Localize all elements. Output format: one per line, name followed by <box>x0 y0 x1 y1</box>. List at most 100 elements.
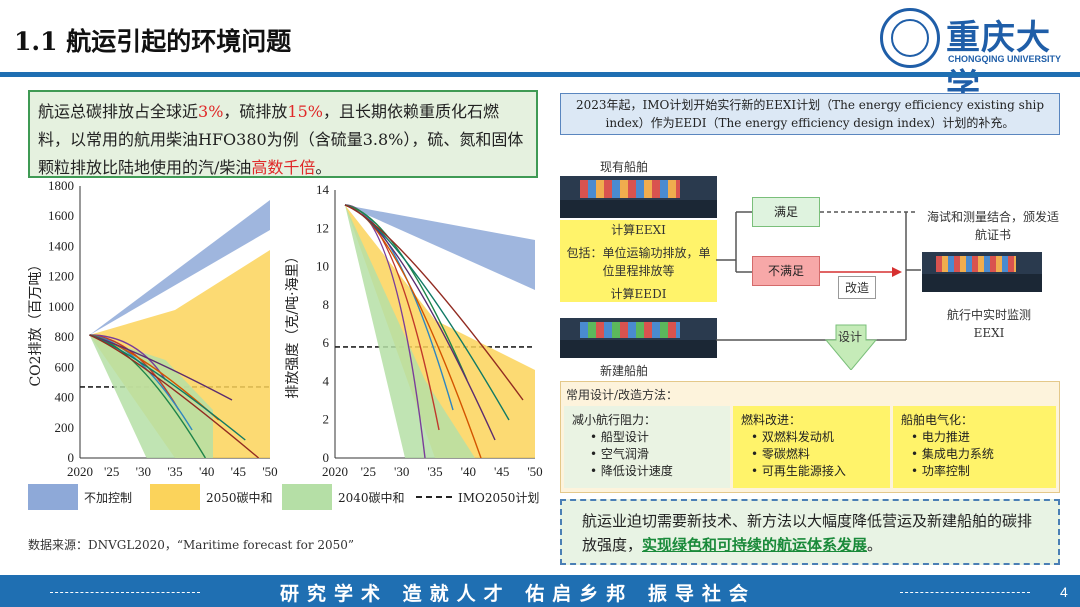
calc-eedi: 计算EEDI <box>610 287 667 301</box>
methods-title: 常用设计/改造方法： <box>566 388 679 402</box>
x-tick-label: 2020 <box>322 464 348 479</box>
y-tick-label: 8 <box>323 297 330 312</box>
newbuild-ship-label: 新建船舶 <box>600 364 649 378</box>
methods-item: 可再生能源接入 <box>761 464 846 478</box>
conclusion-box: 航运业迫切需要新技术、新方法以大幅度降低营运及新建船舶的碳排放强度，实现绿色和可… <box>560 499 1060 565</box>
y-axis-label: CO2排放（百万吨） <box>28 257 44 386</box>
x-tick-label: '50 <box>527 464 542 479</box>
y-tick-label: 14 <box>316 182 330 197</box>
footer-motto: 研究学术 造就人才 佑启乡邦 振导社会 <box>280 583 756 605</box>
co2-emission-chart: 0 200 400 600 800 1000 1200 1400 1600 1800 2020 '25… <box>28 180 278 479</box>
footer-rule <box>50 592 200 593</box>
methods-column: 减小航行阻力： • 船型设计 • 空气润滑 • 降低设计速度 <box>564 406 730 488</box>
y-tick-label: 1200 <box>48 269 74 284</box>
x-tick-label: '30 <box>394 464 409 479</box>
area-uncontrolled <box>89 200 270 335</box>
legend-label: 2050碳中和 <box>206 491 273 505</box>
methods-item: 船型设计 <box>600 430 649 444</box>
methods-column: 船舶电气化： • 电力推进 • 集成电力系统 • 功率控制 <box>893 406 1056 488</box>
calc-box: 计算EEXI 包括：单位运输功排放，单位里程排放等 计算EEDI <box>560 220 717 302</box>
methods-item: 双燃料发动机 <box>761 430 834 444</box>
note-value: 3% <box>198 102 224 121</box>
note-text: ，且长期依赖重质化石燃料，以常用的航用柴油HFO380为例（含硫量3.8%），硫… <box>38 102 524 177</box>
x-tick-label: '25 <box>361 464 376 479</box>
y-tick-label: 200 <box>55 420 75 435</box>
trajectory-line <box>89 334 260 459</box>
note-text: ，硫排放 <box>223 102 288 121</box>
satisfy-box: 满足 <box>752 197 820 227</box>
x-tick-label: 2020 <box>67 464 93 479</box>
page-number: 4 <box>1060 584 1068 600</box>
calc-eexi: 计算EEXI <box>611 223 666 237</box>
y-tick-label: 1800 <box>48 180 74 193</box>
legend-label: 不加控制 <box>84 491 133 505</box>
note-value: 高数千倍 <box>251 158 316 177</box>
legend-dash <box>416 496 452 498</box>
existing-ship-label: 现有船舶 <box>600 160 649 174</box>
y-tick-label: 0 <box>323 450 330 465</box>
methods-item: 功率控制 <box>921 464 970 478</box>
x-tick-label: '45 <box>494 464 509 479</box>
legend-swatch <box>150 484 200 510</box>
methods-item: 降低设计速度 <box>600 464 673 478</box>
emission-intensity-chart: 0 2 4 6 8 10 12 14 2020 '25 '30 '35 '40 '45 '50 排放强度（克/… <box>285 182 543 479</box>
y-tick-label: 600 <box>55 359 75 374</box>
y-tick-label: 1600 <box>48 208 74 223</box>
x-tick-label: '50 <box>262 464 277 479</box>
methods-head: 燃料改进： <box>741 413 802 427</box>
y-tick-label: 1400 <box>48 238 74 253</box>
area-2040 <box>345 205 475 458</box>
certify-text: 海试和测量结合，颁发适航证书 <box>926 210 1059 242</box>
monitor-text: 航行中实时监测EEXI <box>946 308 1031 340</box>
y-tick-label: 6 <box>323 335 330 350</box>
legend-label: 2040碳中和 <box>338 491 405 505</box>
methods-item: 电力推进 <box>921 430 970 444</box>
ship-icon <box>560 318 717 358</box>
y-tick-label: 2 <box>323 412 330 427</box>
x-tick-label: '40 <box>199 464 214 479</box>
y-tick-label: 0 <box>68 450 75 465</box>
retrofit-label: 改造 <box>838 276 877 299</box>
note-value: 15% <box>287 102 323 121</box>
x-tick-label: '25 <box>104 464 119 479</box>
footer-bar <box>0 575 1080 607</box>
x-tick-label: '30 <box>136 464 151 479</box>
methods-item: 集成电力系统 <box>921 447 994 461</box>
design-label: 设计 <box>838 330 863 344</box>
flow-arrows <box>716 211 921 370</box>
y-tick-label: 10 <box>316 259 329 274</box>
footer-rule <box>900 592 1030 593</box>
page-title: 1.1 航运引起的环境问题 <box>14 27 292 56</box>
y-tick-label: 4 <box>323 373 330 388</box>
intro-note: 航运总碳排放占全球近3%，硫排放15%，且长期依赖重质化石燃料，以常用的航用柴油… <box>28 90 538 178</box>
x-tick-label: '35 <box>427 464 442 479</box>
header-bar <box>0 72 1080 77</box>
x-tick-label: '45 <box>231 464 246 479</box>
legend-swatch <box>282 484 332 510</box>
area-uncontrolled <box>345 205 535 290</box>
area-2050 <box>345 205 535 458</box>
methods-item: 零碳燃料 <box>761 447 810 461</box>
methods-column: 燃料改进： • 双燃料发动机 • 零碳燃料 • 可再生能源接入 <box>733 406 890 488</box>
y-tick-label: 800 <box>55 329 75 344</box>
note-text: 。 <box>315 158 332 177</box>
y-axis-label: 排放强度（克/吨·海里） <box>285 249 301 398</box>
university-logo-en: CHONGQING UNIVERSITY <box>948 54 1062 64</box>
x-tick-label: '35 <box>167 464 182 479</box>
trajectory-line <box>89 334 233 401</box>
calc-includes: 包括：单位运输功排放，单位里程排放等 <box>566 246 711 278</box>
not-satisfy-box: 不满足 <box>752 256 820 286</box>
x-tick-label: '40 <box>461 464 476 479</box>
area-2040 <box>89 335 213 458</box>
data-source: 数据来源：DNVGL2020，“Maritime forecast for 20… <box>28 538 355 552</box>
conclusion-highlight: 实现绿色和可持续的航运体系发展 <box>642 536 868 554</box>
y-tick-label: 400 <box>55 390 75 405</box>
trajectory-line <box>344 204 468 381</box>
legend-label: IMO2050计划 <box>458 491 540 505</box>
methods-head: 船舶电气化： <box>901 413 974 427</box>
conclusion-text: 航运业迫切需要新技术、新方法以大幅度降低营运及新建船舶的碳排放强度， <box>582 512 1033 554</box>
methods-item: 空气润滑 <box>600 447 649 461</box>
eexi-intro: 2023年起，IMO计划开始实行新的EEXI计划（The energy effi… <box>560 93 1060 135</box>
ship-icon <box>922 252 1042 292</box>
conclusion-end: 。 <box>867 536 883 554</box>
